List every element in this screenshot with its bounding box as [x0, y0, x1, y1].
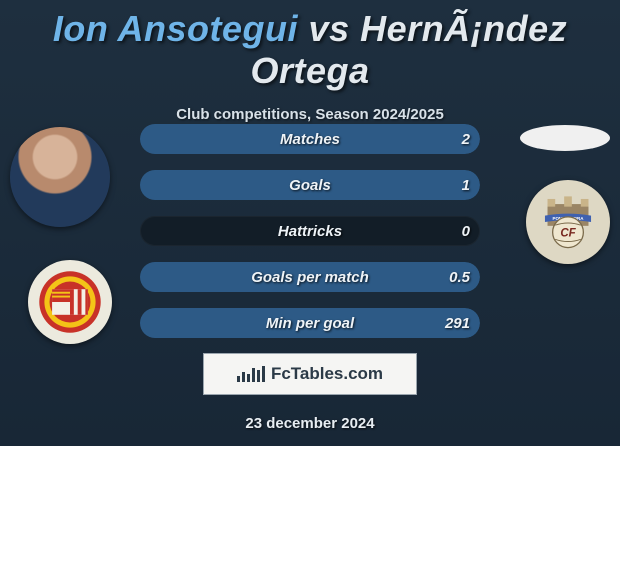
player1-avatar [10, 127, 110, 227]
svg-text:CF: CF [560, 228, 576, 240]
stat-row: Matches2 [140, 124, 480, 154]
brand-bar [252, 368, 255, 382]
brand-bar [247, 374, 250, 382]
player2-avatar-placeholder [520, 125, 610, 151]
title-vs: vs [309, 8, 350, 49]
brand-box: FcTables.com [203, 353, 417, 395]
brand-bar [262, 366, 265, 382]
player1-club-badge [28, 260, 112, 344]
stat-value-right: 0 [462, 223, 470, 240]
subtitle: Club competitions, Season 2024/2025 [0, 106, 620, 123]
comparison-card: Ion Ansotegui vs HernÃ¡ndez Ortega Club … [0, 0, 620, 446]
stat-label: Goals per match [140, 269, 480, 286]
mallorca-crest-icon [38, 270, 102, 334]
stat-row: Goals per match0.5 [140, 262, 480, 292]
brand-bar [242, 372, 245, 382]
brand-text: FcTables.com [271, 364, 383, 384]
brand-bars-icon [237, 366, 265, 382]
brand-bar [257, 370, 260, 382]
stat-value-right: 0.5 [449, 269, 470, 286]
stat-value-right: 1 [462, 177, 470, 194]
stat-row: Min per goal291 [140, 308, 480, 338]
brand-bar [237, 376, 240, 382]
player2-club-badge: PONTEVEDRA CF [526, 180, 610, 264]
stat-label: Hattricks [140, 223, 480, 240]
date-label: 23 december 2024 [0, 415, 620, 432]
stat-label: Goals [140, 177, 480, 194]
stat-label: Matches [140, 131, 480, 148]
stat-row: Goals1 [140, 170, 480, 200]
stat-value-right: 2 [462, 131, 470, 148]
stat-label: Min per goal [140, 315, 480, 332]
stat-value-right: 291 [445, 315, 470, 332]
stat-rows: Matches2Goals1Hattricks0Goals per match0… [140, 124, 480, 354]
title-player1: Ion Ansotegui [53, 8, 309, 49]
page-title: Ion Ansotegui vs HernÃ¡ndez Ortega [0, 0, 620, 92]
pontevedra-crest-icon: PONTEVEDRA CF [536, 190, 600, 254]
stat-row: Hattricks0 [140, 216, 480, 246]
